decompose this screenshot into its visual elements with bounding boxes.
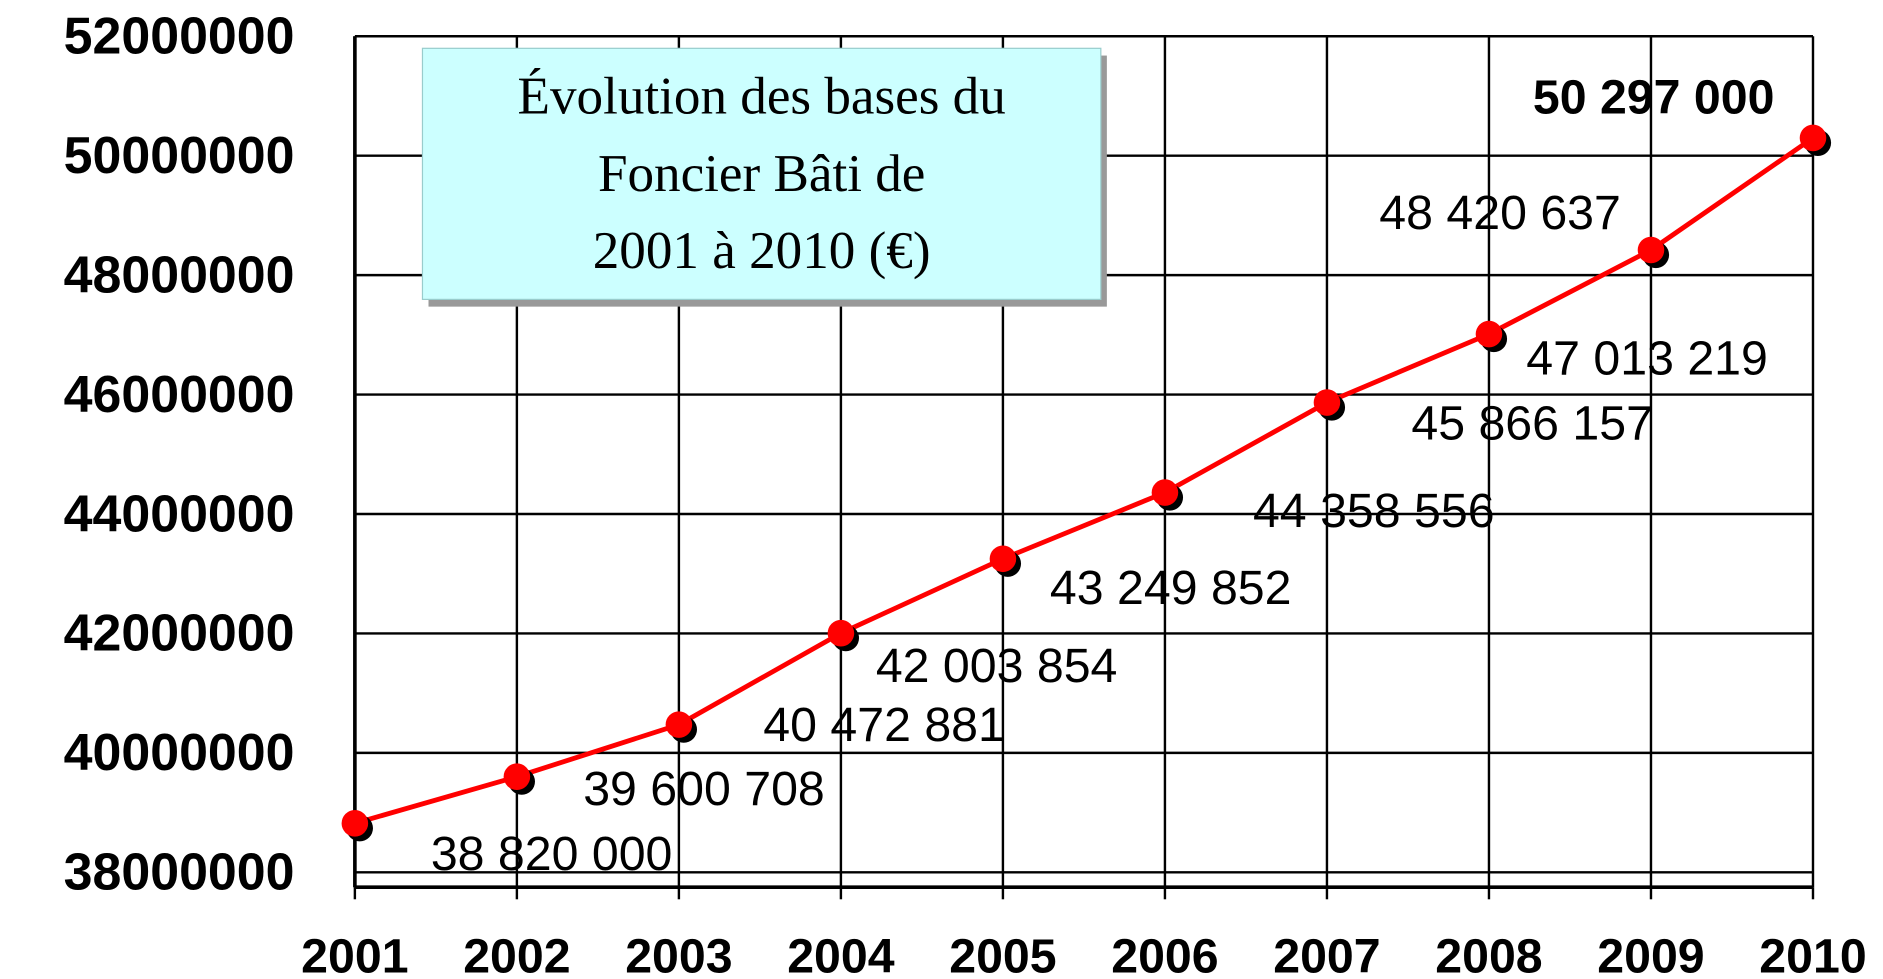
x-tick-label: 2007 (1273, 929, 1380, 979)
data-label: 39 600 708 (583, 762, 825, 816)
x-tick-label: 2003 (625, 929, 732, 979)
marker (341, 810, 369, 837)
x-tick-label: 2008 (1435, 929, 1542, 979)
marker (989, 545, 1017, 573)
y-tick-label: 46000000 (64, 365, 295, 423)
y-tick-label: 48000000 (64, 245, 295, 303)
chart-title: Foncier Bâti de (598, 145, 925, 203)
marker (503, 763, 531, 790)
marker (665, 711, 693, 738)
title-box (421, 47, 1102, 300)
marker (827, 619, 855, 647)
data-label: 40 472 881 (763, 698, 1005, 752)
y-tick-label: 44000000 (64, 484, 295, 542)
series-line (354, 135, 1815, 826)
data-label: 45 866 157 (1411, 396, 1653, 450)
data-label: 47 013 219 (1526, 332, 1768, 386)
x-tick-label: 2009 (1597, 929, 1704, 979)
marker (1151, 479, 1179, 506)
chart-title: Évolution des bases du (518, 68, 1006, 126)
marker (1313, 389, 1341, 416)
data-label: 48 420 637 (1379, 186, 1621, 240)
marker (1475, 320, 1503, 348)
data-label: 42 003 854 (876, 639, 1118, 693)
x-tick-label: 2001 (301, 929, 408, 979)
x-tick-label: 2006 (1111, 929, 1218, 979)
data-label: 50 297 000 (1533, 70, 1775, 124)
marker (1799, 124, 1827, 152)
x-tick-label: 2005 (949, 929, 1056, 979)
y-tick-label: 42000000 (64, 604, 295, 662)
y-tick-label: 50000000 (64, 126, 295, 184)
y-tick-label: 52000000 (64, 7, 295, 65)
chart-title: 2001 à 2010 (€) (593, 222, 931, 280)
x-tick-label: 2004 (787, 929, 895, 979)
y-tick-label: 40000000 (64, 723, 295, 781)
marker (1637, 236, 1665, 264)
data-label: 44 358 556 (1253, 484, 1495, 538)
data-label: 43 249 852 (1050, 561, 1292, 615)
y-tick-label: 38000000 (64, 843, 295, 901)
data-label: 38 820 000 (431, 827, 673, 881)
x-tick-label: 2010 (1759, 929, 1866, 979)
x-tick-label: 2002 (463, 929, 570, 979)
